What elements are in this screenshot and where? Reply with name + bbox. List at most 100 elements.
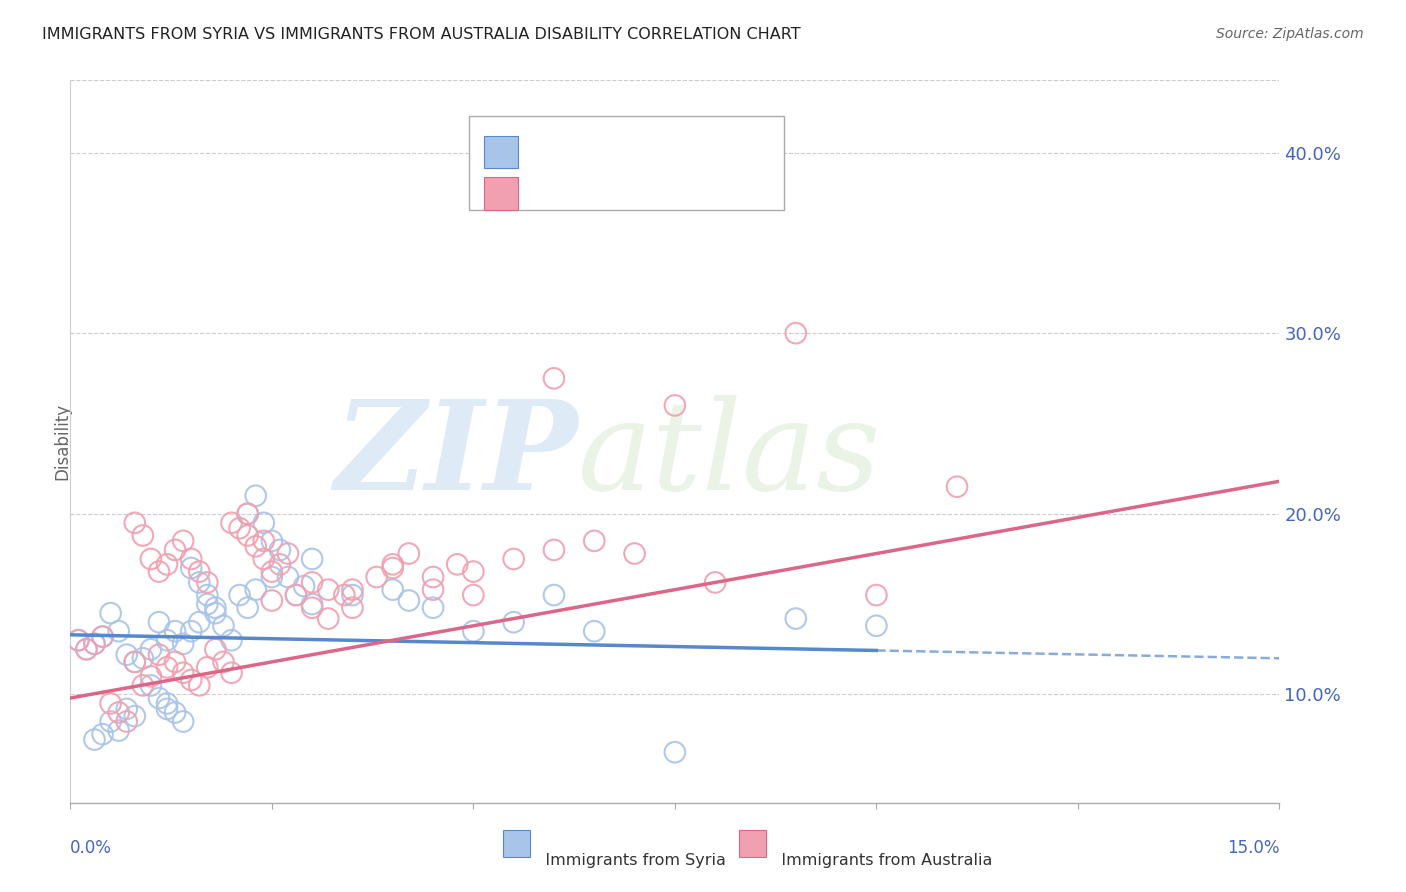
Point	[277, 570, 299, 584]
Point	[172, 533, 194, 548]
Point	[148, 648, 170, 662]
Point	[139, 678, 162, 692]
Point	[463, 624, 485, 639]
Point	[623, 547, 645, 561]
Point	[865, 588, 887, 602]
Point	[124, 655, 146, 669]
Point	[124, 709, 146, 723]
Point	[228, 588, 250, 602]
Point	[245, 582, 267, 597]
Point	[502, 552, 524, 566]
Text: Source: ZipAtlas.com: Source: ZipAtlas.com	[1216, 27, 1364, 41]
Point	[195, 575, 218, 590]
Point	[204, 606, 226, 620]
Point	[260, 565, 283, 579]
Point	[91, 630, 114, 644]
Point	[195, 597, 218, 611]
Point	[148, 565, 170, 579]
Point	[946, 480, 969, 494]
Point	[260, 570, 283, 584]
Point	[156, 697, 179, 711]
Point	[221, 516, 243, 530]
Point	[245, 489, 267, 503]
Point	[212, 619, 235, 633]
Text: atlas: atlas	[578, 395, 882, 516]
Point	[172, 665, 194, 680]
Point	[463, 588, 485, 602]
Point	[785, 326, 807, 341]
Point	[221, 633, 243, 648]
Point	[132, 528, 155, 542]
Point	[156, 558, 179, 572]
Point	[180, 624, 202, 639]
Point	[342, 582, 364, 597]
Point	[301, 600, 323, 615]
Point	[381, 582, 404, 597]
Point	[188, 615, 211, 630]
Point	[91, 727, 114, 741]
Point	[253, 516, 276, 530]
Point	[75, 642, 97, 657]
Point	[107, 723, 129, 738]
Point	[148, 691, 170, 706]
FancyBboxPatch shape	[503, 830, 530, 857]
Point	[785, 611, 807, 625]
Point	[292, 579, 315, 593]
Point	[301, 575, 323, 590]
Point	[156, 660, 179, 674]
Point	[333, 588, 356, 602]
Point	[83, 637, 105, 651]
Point	[316, 611, 339, 625]
Point	[180, 673, 202, 687]
Text: IMMIGRANTS FROM SYRIA VS IMMIGRANTS FROM AUSTRALIA DISABILITY CORRELATION CHART: IMMIGRANTS FROM SYRIA VS IMMIGRANTS FROM…	[42, 27, 801, 42]
Point	[446, 558, 468, 572]
Point	[83, 637, 105, 651]
Point	[260, 593, 283, 607]
Point	[253, 533, 276, 548]
Point	[236, 528, 259, 542]
Point	[381, 558, 404, 572]
Point	[172, 637, 194, 651]
Text: 0.0%: 0.0%	[70, 838, 112, 857]
Point	[165, 655, 187, 669]
Text: R =   0.338   N = 68: R = 0.338 N = 68	[530, 179, 723, 194]
Point	[236, 600, 259, 615]
Point	[139, 669, 162, 683]
Point	[124, 655, 146, 669]
Point	[422, 582, 444, 597]
Point	[91, 630, 114, 644]
Point	[100, 606, 122, 620]
Text: Immigrants from Australia: Immigrants from Australia	[765, 854, 993, 869]
FancyBboxPatch shape	[484, 136, 517, 169]
Point	[195, 588, 218, 602]
Point	[543, 588, 565, 602]
Point	[180, 552, 202, 566]
Text: 15.0%: 15.0%	[1227, 838, 1279, 857]
Point	[543, 371, 565, 385]
FancyBboxPatch shape	[484, 178, 517, 210]
Point	[124, 516, 146, 530]
FancyBboxPatch shape	[470, 117, 783, 211]
Point	[664, 745, 686, 759]
Point	[115, 648, 138, 662]
Point	[398, 547, 420, 561]
Point	[195, 660, 218, 674]
Point	[228, 521, 250, 535]
Point	[148, 615, 170, 630]
Point	[301, 552, 323, 566]
Point	[704, 575, 727, 590]
Point	[67, 633, 90, 648]
Point	[180, 561, 202, 575]
Point	[422, 570, 444, 584]
Point	[422, 600, 444, 615]
Point	[156, 633, 179, 648]
Point	[188, 575, 211, 590]
Point	[83, 732, 105, 747]
Point	[398, 593, 420, 607]
Point	[463, 565, 485, 579]
Point	[165, 706, 187, 720]
Point	[156, 702, 179, 716]
Point	[107, 706, 129, 720]
Text: R = -0.053   N =  61: R = -0.053 N = 61	[530, 139, 723, 154]
Point	[212, 655, 235, 669]
